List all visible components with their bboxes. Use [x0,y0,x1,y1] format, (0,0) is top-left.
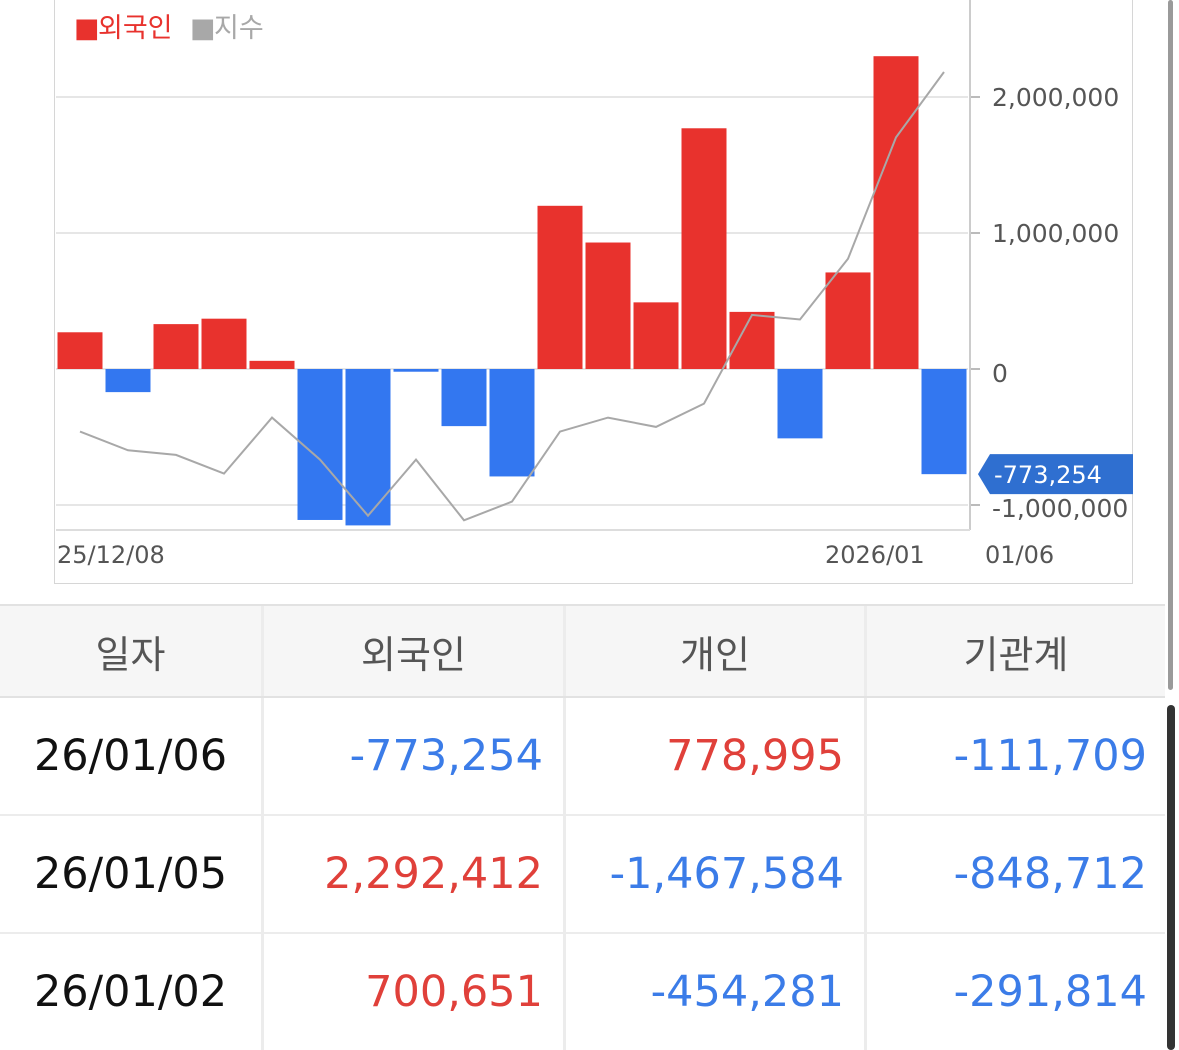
row-individual: 778,995 [566,698,867,814]
bar [729,311,775,369]
row-foreign: 2,292,412 [264,816,566,932]
table-row[interactable]: 26/01/06 -773,254 778,995 -111,709 [0,698,1165,816]
scrollbar-thumb[interactable] [1167,705,1175,1050]
investor-table: 일자 외국인 개인 기관계 26/01/06 -773,254 778,995 … [0,604,1165,1050]
scrollbar[interactable] [1165,0,1179,1050]
row-institution: -848,712 [953,849,1147,899]
bar [921,369,967,475]
row-individual: -1,467,584 [566,816,867,932]
y-tick-label: -1,000,000 [992,494,1128,523]
bar [297,369,343,520]
bar [201,318,247,369]
header-institution[interactable]: 기관계 [963,632,1069,677]
row-date: 26/01/05 [0,816,264,932]
chart-legend: ■ 외국인 ■ 지수 [74,13,264,44]
bar [585,242,631,369]
bar [633,302,679,369]
y-tick-label: 1,000,000 [992,219,1119,248]
x-label-end: 01/06 [985,541,1054,569]
y-axis: 2,000,000 1,000,000 0 -1,000,000 [56,0,1128,531]
foreign-bars [57,56,967,526]
table-header: 일자 외국인 개인 기관계 [0,604,1165,698]
y-tick-label: 0 [992,359,1008,388]
legend-marker-index: ■ [190,13,216,44]
bar [393,369,439,372]
x-label-start: 25/12/08 [57,541,165,569]
legend-label-index: 지수 [214,13,264,44]
row-date: 26/01/02 [0,934,264,1050]
index-line-path [79,71,945,522]
row-individual: -454,281 [566,934,867,1050]
header-date[interactable]: 일자 [0,606,264,696]
last-value-label: -773,254 [994,461,1102,489]
y-tick-label: 2,000,000 [992,83,1119,112]
bar [441,369,487,427]
row-foreign: -773,254 [264,698,566,814]
bar [681,128,727,369]
row-foreign: 700,651 [264,934,566,1050]
bar [345,369,391,526]
table-row[interactable]: 26/01/02 700,651 -454,281 -291,814 [0,934,1165,1050]
chart-frame [54,0,1133,584]
table-row[interactable]: 26/01/05 2,292,412 -1,467,584 -848,712 [0,816,1165,934]
bar [777,369,823,439]
row-institution: -111,709 [953,731,1147,781]
bar [537,205,583,369]
bar [489,369,535,477]
header-individual[interactable]: 개인 [566,606,867,696]
scrollbar-upper-track [1168,0,1173,690]
bar [249,360,295,369]
bar [825,272,871,369]
bar [57,332,103,369]
foreign-investor-chart: 2,000,000 1,000,000 0 -1,000,000 ■ 외국인 ■ 지수… [56,0,1133,569]
legend-marker-foreign: ■ [74,13,100,44]
x-label-month: 2026/01 [825,541,925,569]
row-date: 26/01/06 [0,698,264,814]
last-value-marker: -773,254 [978,454,1133,495]
bar [153,324,199,369]
legend-label-foreign: 외국인 [98,13,173,44]
last-value-badge [978,454,1133,495]
row-institution: -291,814 [953,967,1147,1017]
x-axis-labels: 25/12/08 2026/01 01/06 [57,541,1054,569]
header-foreign[interactable]: 외국인 [264,606,566,696]
bar [873,56,919,369]
index-line [79,71,945,522]
bar [105,369,151,393]
